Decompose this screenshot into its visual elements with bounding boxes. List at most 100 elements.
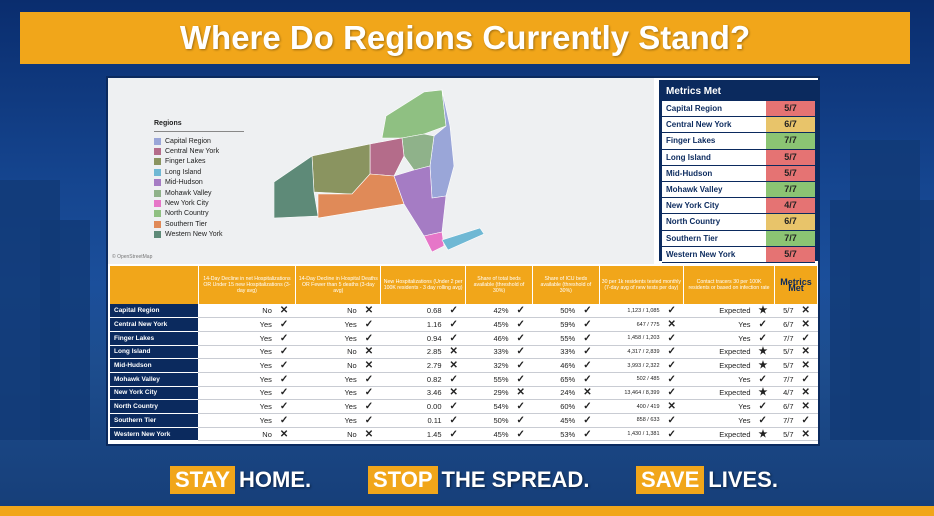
check-icon: ✓ <box>756 413 775 428</box>
check-icon: ✓ <box>665 413 684 428</box>
row-region-name: Western New York <box>110 427 198 442</box>
table-row: Mid-Hudson Yes ✓ No ✕ 2.79 ✕ 32% ✓ 46% ✓ 3,993 / 2,… <box>110 358 818 373</box>
check-icon: ✓ <box>665 372 684 387</box>
cell-value: 5/7 <box>774 358 800 373</box>
legend-item: Capital Region <box>154 136 244 146</box>
check-icon: ✓ <box>277 372 296 387</box>
table-row: New York City Yes ✓ Yes ✓ 3.46 ✕ 29% ✕ 24% ✕ 13,464… <box>110 386 818 401</box>
legend-label: Mohawk Valley <box>165 189 212 197</box>
cell-value: Yes <box>198 358 278 373</box>
metrics-met-row: Mohawk Valley 7/7 <box>662 181 815 199</box>
star-icon: ★ <box>756 358 775 373</box>
metrics-met-row: Western New York 5/7 <box>662 246 815 263</box>
cell-value: 45% <box>532 413 582 428</box>
cell-value: 33% <box>532 345 582 360</box>
legend-label: North Country <box>165 210 209 218</box>
table-header-region <box>110 266 199 304</box>
cell-value: 5/7 <box>774 427 800 442</box>
x-icon: ✕ <box>362 304 381 319</box>
legend-label: Central New York <box>165 148 220 156</box>
table-row: Central New York Yes ✓ Yes ✓ 1.16 ✓ 45% ✓ 59% ✓ 647… <box>110 317 818 332</box>
cell-value: 3.46 <box>380 386 448 401</box>
table-header: Contact tracers 30 per 100K residents or… <box>683 266 776 304</box>
table-header: New Hospitalizations (Under 2 per 100K r… <box>380 266 467 304</box>
legend-swatch <box>154 158 161 166</box>
check-icon: ✓ <box>514 317 533 332</box>
x-icon: ✕ <box>799 386 818 401</box>
legend-label: Capital Region <box>165 137 211 145</box>
check-icon: ✓ <box>447 331 466 346</box>
metrics-met-row: Long Island 5/7 <box>662 149 815 166</box>
table-header: 30 per 1k residents tested monthly (7-da… <box>599 266 685 304</box>
check-icon: ✓ <box>447 304 466 319</box>
cell-value: Expected <box>683 304 757 319</box>
cell-value: 45% <box>465 427 515 442</box>
tagline-highlight: SAVE <box>636 466 705 494</box>
star-icon: ★ <box>756 427 775 442</box>
cell-value: 4,317 / 2,839 <box>599 345 666 360</box>
metrics-met-value: 5/7 <box>766 246 815 262</box>
check-icon: ✓ <box>447 372 466 387</box>
metrics-met-row: Capital Region 5/7 <box>662 101 815 118</box>
cell-value: 54% <box>465 399 515 414</box>
cell-value: Yes <box>295 372 363 387</box>
cell-value: 3,993 / 2,322 <box>599 358 666 373</box>
table-row: North Country Yes ✓ Yes ✓ 0.00 ✓ 54% ✓ 60% ✓ 400 / … <box>110 399 818 414</box>
legend-swatch <box>154 148 161 156</box>
legend-swatch <box>154 220 161 228</box>
check-icon: ✓ <box>514 372 533 387</box>
cell-value: Yes <box>683 413 757 428</box>
cell-value: Yes <box>198 317 278 332</box>
cell-value: 53% <box>532 427 582 442</box>
check-icon: ✓ <box>514 331 533 346</box>
row-region-name: Long Island <box>110 345 198 360</box>
check-icon: ✓ <box>581 317 600 332</box>
tagline-highlight: STOP <box>368 466 438 494</box>
cell-value: 0.11 <box>380 413 448 428</box>
cell-value: 42% <box>465 304 515 319</box>
check-icon: ✓ <box>756 317 775 332</box>
cell-value: Yes <box>295 386 363 401</box>
cell-value: No <box>295 358 363 373</box>
cell-value: Yes <box>683 331 757 346</box>
table-row: Mohawk Valley Yes ✓ Yes ✓ 0.82 ✓ 55% ✓ 65% ✓ 502 / … <box>110 372 818 387</box>
cell-value: Yes <box>295 413 363 428</box>
metrics-met-card: Metrics Met Capital Region 5/7 Central New… <box>659 80 818 263</box>
cell-value: 59% <box>532 317 582 332</box>
metrics-met-row: New York City 4/7 <box>662 198 815 215</box>
cell-value: Yes <box>198 413 278 428</box>
check-icon: ✓ <box>514 399 533 414</box>
row-region-name: Capital Region <box>110 304 198 319</box>
cell-value: Yes <box>198 386 278 401</box>
legend-title: Regions <box>154 120 182 127</box>
check-icon: ✓ <box>277 413 296 428</box>
cell-value: Yes <box>295 331 363 346</box>
legend-label: Long Island <box>165 168 202 176</box>
metrics-met-region: North Country <box>662 214 766 230</box>
metrics-met-value: 7/7 <box>766 133 815 149</box>
metrics-met-region: Southern Tier <box>662 230 766 246</box>
tagline-text: HOME. <box>239 467 312 492</box>
check-icon: ✓ <box>362 399 381 414</box>
check-icon: ✓ <box>277 399 296 414</box>
metrics-met-value: 7/7 <box>766 230 815 246</box>
check-icon: ✓ <box>447 399 466 414</box>
legend-label: Southern Tier <box>165 220 208 228</box>
check-icon: ✓ <box>665 386 684 401</box>
check-icon: ✓ <box>277 345 296 360</box>
check-icon: ✓ <box>756 372 775 387</box>
cell-value: 0.68 <box>380 304 448 319</box>
row-region-name: Central New York <box>110 317 198 332</box>
map-legend: Regions Capital Region Central New York Fi… <box>154 120 244 240</box>
metrics-met-value: 6/7 <box>766 214 815 230</box>
cell-value: 647 / 775 <box>599 317 666 332</box>
cell-value: 45% <box>465 317 515 332</box>
row-region-name: Finger Lakes <box>110 331 198 346</box>
cell-value: 1,458 / 1,203 <box>599 331 666 346</box>
cell-value: 50% <box>532 304 582 319</box>
metrics-met-value: 5/7 <box>766 165 815 181</box>
table-row: Southern Tier Yes ✓ Yes ✓ 0.11 ✓ 50% ✓ 45% ✓ 858 / … <box>110 413 818 428</box>
table-row: Western New York No ✕ No ✕ 1.45 ✓ 45% ✓ 53% ✓ 1,430… <box>110 427 818 442</box>
check-icon: ✓ <box>799 413 818 428</box>
metrics-met-row: Southern Tier 7/7 <box>662 230 815 247</box>
